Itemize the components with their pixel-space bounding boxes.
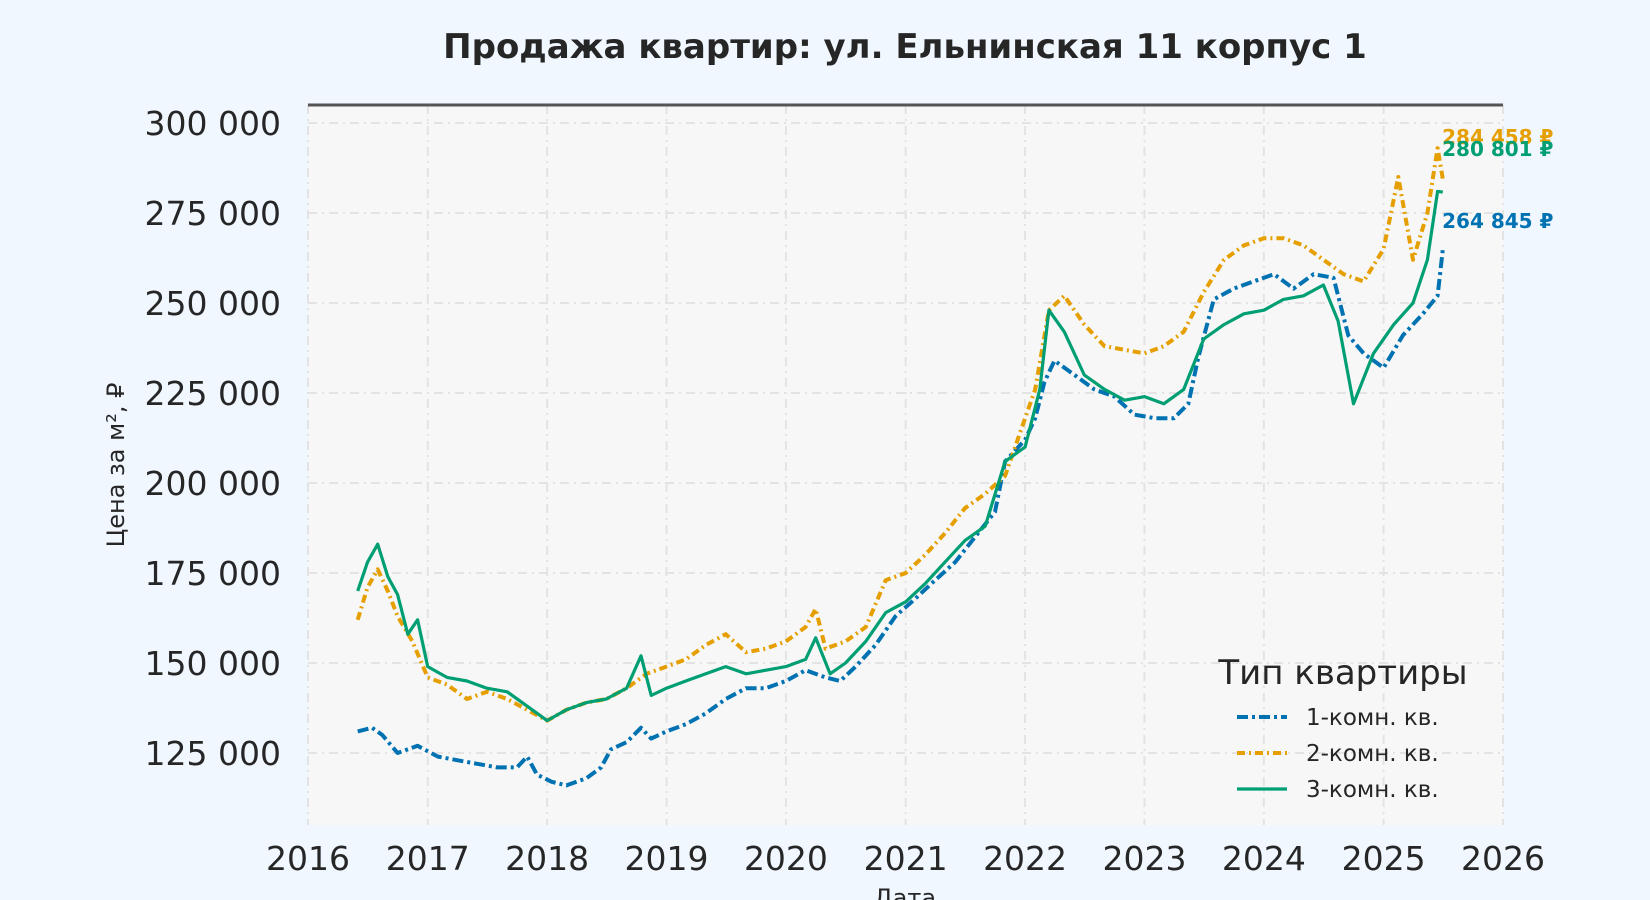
- y-tick-label: 175 000: [145, 554, 281, 593]
- x-tick-label: 2016: [266, 839, 350, 878]
- y-tick-label: 125 000: [145, 734, 281, 773]
- x-axis-label: Дата: [874, 884, 936, 900]
- legend-title: Тип квартиры: [1217, 653, 1467, 693]
- series-end-label: 264 845 ₽: [1442, 209, 1553, 233]
- y-tick-label: 225 000: [145, 374, 281, 413]
- y-tick-label: 275 000: [145, 194, 281, 233]
- y-axis-ticks: 125 000 150 000 175 000 200 000 225 000 250 0…: [145, 104, 281, 773]
- series-end-label: 284 458 ₽: [1442, 125, 1553, 149]
- x-tick-label: 2020: [744, 839, 828, 878]
- y-axis-label: Цена за м², ₽: [102, 383, 130, 548]
- y-tick-label: 250 000: [145, 284, 281, 323]
- legend: Тип квартиры 1-комн. кв. 2-комн. кв. 3-ком…: [1217, 653, 1467, 803]
- x-tick-label: 2026: [1461, 839, 1545, 878]
- end-labels: 264 845 ₽ 284 458 ₽280 801 ₽: [1442, 125, 1553, 233]
- series-line-3: [356, 189, 1444, 723]
- legend-label: 2-комн. кв.: [1306, 741, 1439, 767]
- grid: [307, 105, 1504, 825]
- x-tick-label: 2018: [505, 839, 589, 878]
- x-tick-label: 2017: [386, 839, 470, 878]
- x-tick-label: 2025: [1342, 839, 1426, 878]
- series-line-2: [355, 146, 1445, 723]
- x-tick-label: 2022: [983, 839, 1067, 878]
- x-tick-label: 2019: [625, 839, 709, 878]
- y-tick-label: 150 000: [145, 644, 281, 683]
- legend-label: 1-комн. кв.: [1306, 705, 1439, 731]
- y-tick-label: 300 000: [145, 104, 281, 143]
- legend-label: 3-комн. кв.: [1306, 777, 1439, 803]
- series-layer: [355, 146, 1445, 788]
- chart-title: Продажа квартир: ул. Ельнинская 11 корпу…: [443, 27, 1367, 67]
- x-tick-label: 2024: [1222, 839, 1306, 878]
- x-tick-label: 2021: [864, 839, 948, 878]
- y-tick-label: 200 000: [145, 464, 281, 503]
- series-end-label: 280 801 ₽: [1442, 137, 1553, 161]
- x-axis-ticks: 2016 2017 2018 2019 2020 2021 2022 2023 2024 2025…: [266, 839, 1545, 878]
- series-line-1: [357, 249, 1445, 788]
- x-tick-label: 2023: [1102, 839, 1186, 878]
- legend-items: 1-комн. кв. 2-комн. кв. 3-комн. кв.: [1237, 705, 1439, 803]
